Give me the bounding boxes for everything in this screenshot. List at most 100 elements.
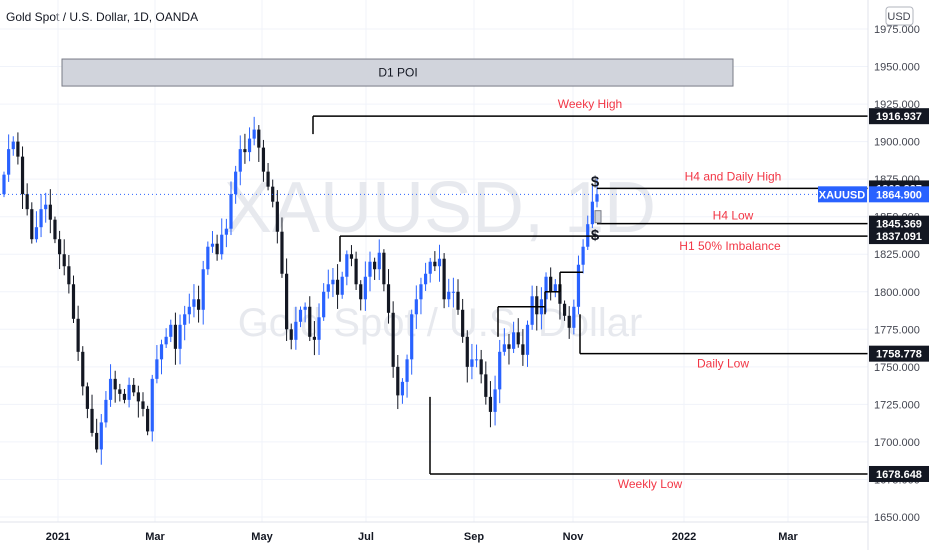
candle (257, 125, 261, 162)
candle (85, 382, 89, 419)
candle-body (382, 252, 386, 285)
candle (280, 217, 284, 278)
candle (535, 285, 539, 331)
candle-body (581, 246, 585, 265)
candle (178, 314, 182, 365)
candle-body (428, 261, 432, 274)
candle (474, 344, 479, 368)
watermark-ticker: XAUUSD, 1D (224, 168, 656, 248)
candle (405, 354, 409, 398)
candle-body (474, 359, 479, 361)
candle (159, 339, 164, 375)
candle (285, 258, 289, 341)
candle (363, 261, 367, 311)
currency-button-label[interactable]: USD (887, 11, 910, 23)
candle (442, 253, 446, 309)
candle-body (345, 254, 349, 277)
d1-poi-zone[interactable]: D1 POI (61, 58, 734, 87)
candle-body (113, 378, 117, 390)
candle (113, 370, 117, 403)
candle (470, 343, 474, 380)
candle (104, 391, 108, 428)
currency-button-bg[interactable] (885, 6, 914, 26)
candle-body (146, 408, 150, 432)
candle (354, 251, 358, 290)
candle-body (285, 273, 289, 330)
price-axis[interactable]: 1975.0001950.0001925.0001900.0001875.000… (867, 0, 932, 550)
y-tick-label: 1950.000 (874, 62, 920, 74)
price-tag: 1758.778 (869, 345, 929, 362)
candle (11, 136, 15, 156)
candle-body (368, 261, 372, 277)
candle-body (567, 315, 571, 328)
candle (44, 192, 48, 223)
levels: Weeky High H4 and Daily High H4 Low H1 50% … (0, 97, 868, 491)
candle (345, 250, 349, 286)
price-tag: 1678.648 (869, 465, 929, 482)
candle (169, 319, 173, 343)
candle (373, 257, 377, 280)
candle-body (535, 296, 539, 315)
candle-body (512, 332, 516, 349)
candle (322, 283, 326, 321)
level-label: Weekly Low (618, 477, 683, 491)
candle (386, 269, 391, 324)
x-tick-label: 2022 (672, 531, 696, 543)
price-tag-value: 1837.091 (876, 231, 922, 243)
candle (90, 394, 94, 437)
candle-body (261, 147, 266, 172)
candle (294, 306, 298, 350)
candle-body (451, 291, 455, 293)
candle (326, 269, 330, 299)
candle-body (71, 284, 76, 319)
x-tick-label: Jul (358, 531, 374, 543)
currency-button[interactable]: USD (885, 6, 914, 26)
x-tick-label: May (251, 531, 273, 543)
candle (48, 189, 52, 234)
candle (549, 267, 553, 301)
price-tag-value: 1758.778 (876, 349, 922, 361)
level-label: H4 and Daily High (685, 169, 782, 183)
candle-body (206, 246, 210, 270)
candle-body (553, 284, 557, 292)
candle-body (238, 149, 242, 172)
candle (192, 284, 196, 318)
candle (581, 239, 585, 274)
candle-body (243, 149, 247, 153)
candle-body (210, 243, 215, 247)
candle-body (122, 393, 127, 400)
candle-body (215, 243, 219, 255)
y-tick-label: 1725.000 (874, 399, 920, 411)
candle-body (544, 276, 548, 300)
level-weekly-low: Weekly Low (430, 473, 868, 491)
candle (7, 134, 11, 182)
candle-body (405, 359, 409, 382)
candle-body (224, 228, 228, 235)
price-tag-bg (869, 345, 929, 362)
candle (410, 309, 414, 375)
level-weeky-high: Weeky High (313, 97, 868, 117)
candle-body (95, 432, 99, 450)
candle (196, 285, 201, 323)
candle (298, 306, 303, 328)
candle (377, 239, 381, 281)
last-price-symbol: XAUUSD (819, 189, 866, 201)
candle (456, 279, 460, 315)
y-tick-label: 1975.000 (874, 24, 920, 36)
candle (368, 251, 372, 292)
candle-body (155, 359, 159, 379)
candle-body (201, 269, 205, 310)
d1-poi-rect[interactable] (61, 58, 734, 87)
candle (252, 116, 256, 146)
level-h4-low: H4 Low (597, 209, 868, 225)
candle (183, 305, 187, 341)
candle-body (488, 396, 493, 412)
candle-body (2, 174, 6, 195)
candle-body (81, 351, 85, 387)
candle-body (85, 386, 89, 409)
candle (576, 255, 581, 315)
candle (247, 127, 252, 162)
y-tick-label: 1925.000 (874, 99, 920, 111)
time-axis[interactable]: 2021 Mar May Jul Sep Nov 2022 Mar (0, 521, 868, 543)
